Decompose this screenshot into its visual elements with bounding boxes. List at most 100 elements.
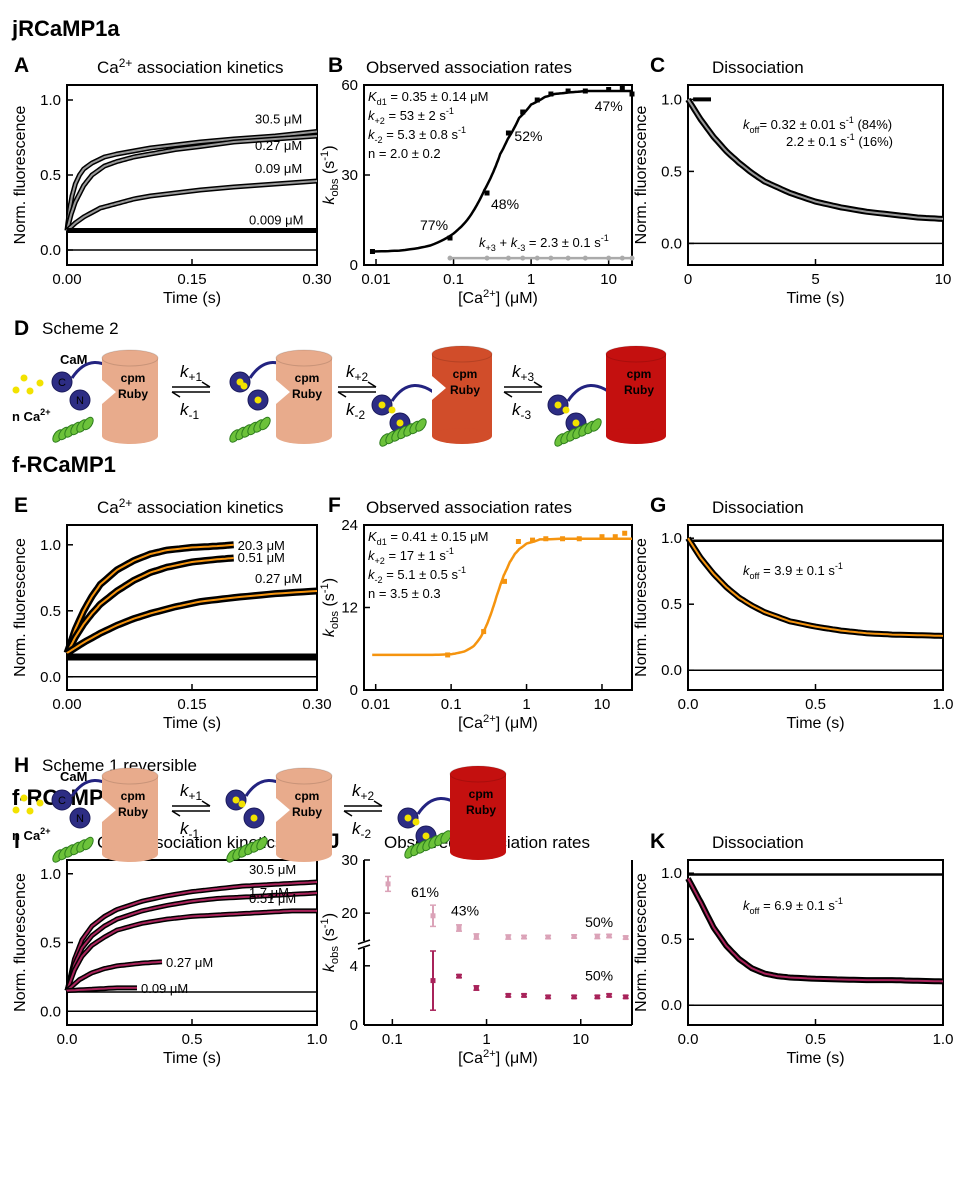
percent-label-J-2: 50% [585, 914, 613, 930]
helix-D4-turn [590, 418, 602, 432]
fit-curve-K [687, 878, 944, 983]
bound-calcium [232, 796, 240, 804]
cpm-ruby-D3-top [431, 345, 493, 363]
x-axis-label-I: Time (s) [163, 1050, 221, 1067]
bound-calcium [572, 419, 580, 427]
y-tick-label-J: 4 [350, 958, 358, 975]
cpm-ruby-D3-label2: Ruby [450, 383, 480, 397]
fit-curve-F [372, 537, 632, 657]
fit-curve-A-2 [66, 180, 318, 232]
panel-letter-C: C [650, 54, 665, 77]
cpm-ruby-H2-bottom [276, 846, 332, 862]
helix-D1-turn [82, 416, 94, 431]
koff-label-C: koff= 0.32 ± 0.01 s-1 (84%) [743, 115, 892, 135]
data-point-B [369, 249, 375, 254]
data-point-slow-J [571, 994, 577, 1000]
y-tick-label-E: 0.5 [40, 603, 61, 620]
fit-curve-I-3 [66, 960, 163, 992]
helix-D4 [554, 418, 602, 447]
series-label-E-2: 0.27 μM [255, 571, 302, 586]
bound-calcium [422, 832, 430, 840]
data-point-fast-J [521, 934, 527, 940]
percent-label-B-3: 47% [595, 98, 623, 114]
cpm-ruby-D3-body [432, 354, 492, 436]
x-tick-label-J: 10 [572, 1031, 589, 1048]
helix-D3 [379, 418, 427, 447]
panel-letter-G: G [650, 494, 666, 517]
series-label-A-0: 30.5 μM [255, 112, 302, 127]
data-trace-I-1 [64, 890, 318, 992]
axis-break-mark2-J [357, 944, 371, 950]
eq-D2-fwd-head [367, 381, 377, 388]
x-tick-label-I: 0.0 [57, 1031, 78, 1048]
data-point-slow-J [606, 992, 612, 998]
x-tick-label-B: 0.1 [443, 271, 464, 288]
calcium-ion [20, 794, 28, 802]
y-tick-label-K: 0.5 [661, 931, 682, 948]
x-tick-label-C: 5 [811, 271, 819, 288]
fit-curve-I-1 [66, 892, 318, 991]
data-point-F [530, 537, 536, 543]
cpm-ruby-H1-bottom [102, 846, 158, 862]
eq-H2-kf: k+2 [352, 781, 374, 803]
y-tick-label-I: 1.0 [40, 866, 61, 883]
data-point-slow-J [594, 994, 600, 1000]
data-point-fast-J [456, 925, 462, 931]
y-axis-label-K: Norm. fluorescence [633, 873, 650, 1012]
y-tick-label-B: 30 [341, 167, 358, 184]
x-tick-label-K: 1.0 [933, 1031, 954, 1048]
cpm-ruby-D4-bottom [606, 428, 666, 444]
cpm-ruby-D2-label1: cpm [295, 371, 320, 385]
slow-rate-label-B: k+3 + k-3 = 2.3 ± 0.1 s-1 [479, 233, 609, 253]
panel-title-A: Ca2+ association kinetics [97, 56, 283, 77]
eq-D3-rev-head [503, 391, 513, 398]
data-point-fast-J [606, 933, 612, 939]
eq-D3-fwd-head [533, 381, 543, 388]
data-point-B [582, 88, 588, 94]
cpm-ruby-H1-top [101, 767, 159, 785]
x-tick-label-F: 10 [594, 696, 611, 713]
cpm-ruby-D4 [605, 345, 667, 444]
calcium-ion [26, 387, 34, 395]
eq-D1-fwd-head [201, 381, 211, 388]
slow-point-B [505, 255, 511, 261]
bound-calcium [250, 814, 258, 822]
cpm-ruby-H2-notch [276, 798, 290, 822]
slow-point-B [565, 255, 571, 261]
bound-calcium [396, 419, 404, 427]
fit-curve-E-0 [66, 543, 234, 654]
bound-calcium [562, 406, 570, 414]
slow-point-B [582, 255, 588, 261]
data-point-fast-J [430, 913, 436, 919]
y-tick-label-G: 1.0 [661, 530, 682, 547]
data-point-B [606, 87, 612, 92]
section-title-jrcamp1a: jRCaMP1a [11, 16, 120, 41]
section-title-frcamp1: f-RCaMP1 [12, 452, 116, 477]
helix-H2 [226, 836, 268, 863]
slow-point-B [534, 255, 540, 261]
x-tick-label-C: 0 [684, 271, 692, 288]
y-tick-label-C: 1.0 [661, 91, 682, 108]
cpm-ruby-D2-notch [276, 380, 290, 404]
helix-H1-turn [82, 836, 94, 851]
y-tick-label-A: 1.0 [40, 92, 61, 109]
fit-curve-I-0 [66, 881, 318, 991]
calcium-label-D: n Ca2+ [12, 407, 51, 424]
cpm-ruby-H3-top [449, 765, 507, 783]
y-tick-label-J: 30 [341, 852, 358, 869]
fit-curve-C [687, 98, 944, 220]
data-point-slow-J [473, 985, 479, 991]
x-tick-label-F: 0.01 [361, 696, 390, 713]
y-tick-label-J: 20 [341, 905, 358, 922]
helix-D3-turn [415, 418, 427, 432]
cpm-ruby-D3 [431, 345, 493, 444]
cpm-ruby-H3 [449, 765, 507, 860]
y-axis-label-J: kobs (s-1) [319, 913, 341, 972]
cpm-ruby-H1-notch [102, 798, 116, 822]
cpm-ruby-H2-label2: Ruby [292, 805, 322, 819]
cam-label-H: CaM [60, 769, 87, 784]
bound-calcium [238, 800, 246, 808]
bound-calcium [412, 818, 420, 826]
data-point-F [576, 536, 582, 542]
panel-letter-H: H [14, 754, 29, 777]
